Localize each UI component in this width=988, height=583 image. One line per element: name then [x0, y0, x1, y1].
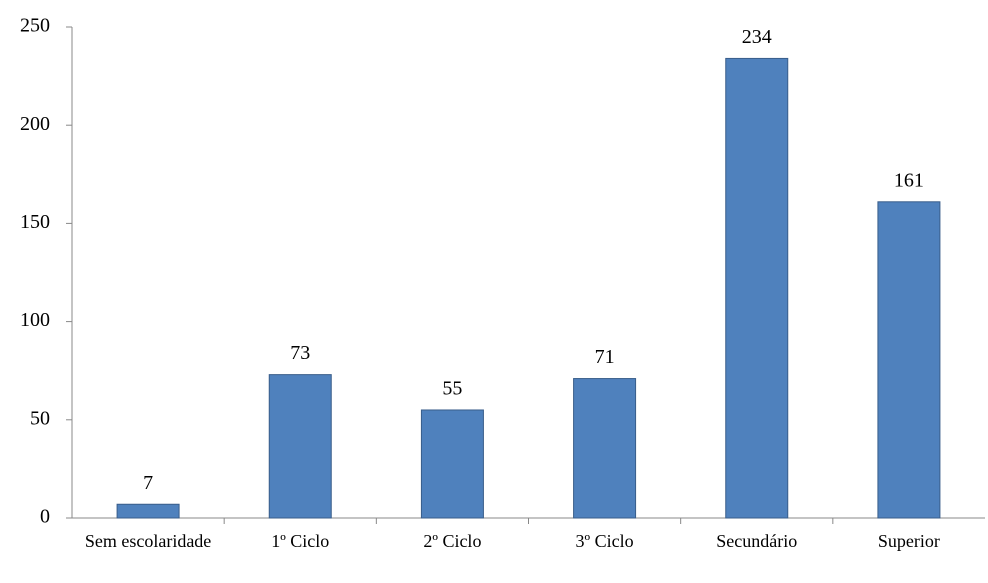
x-tick-label: 2º Ciclo	[423, 531, 482, 551]
data-label: 234	[742, 26, 772, 48]
y-tick-label: 0	[40, 506, 50, 528]
x-tick-label: Secundário	[716, 531, 798, 551]
x-tick-label: Superior	[877, 531, 940, 551]
y-tick-label: 100	[20, 309, 50, 331]
bar	[725, 57, 789, 519]
bar	[420, 409, 484, 519]
bar	[268, 374, 332, 519]
x-tick-label: 1º Ciclo	[271, 531, 330, 551]
bar	[116, 503, 180, 519]
data-label: 73	[290, 342, 310, 364]
y-tick-label: 50	[30, 407, 50, 429]
bar	[877, 201, 941, 519]
data-label: 7	[143, 472, 153, 494]
y-tick-label: 150	[20, 211, 50, 233]
bar	[573, 378, 637, 519]
y-tick-label: 200	[20, 113, 50, 135]
y-tick-label: 250	[20, 15, 50, 37]
data-label: 71	[595, 346, 615, 368]
data-label: 161	[894, 169, 924, 191]
x-tick-label: Sem escolaridade	[84, 531, 212, 551]
data-label: 55	[442, 378, 462, 400]
x-tick-label: 3º Ciclo	[575, 531, 634, 551]
